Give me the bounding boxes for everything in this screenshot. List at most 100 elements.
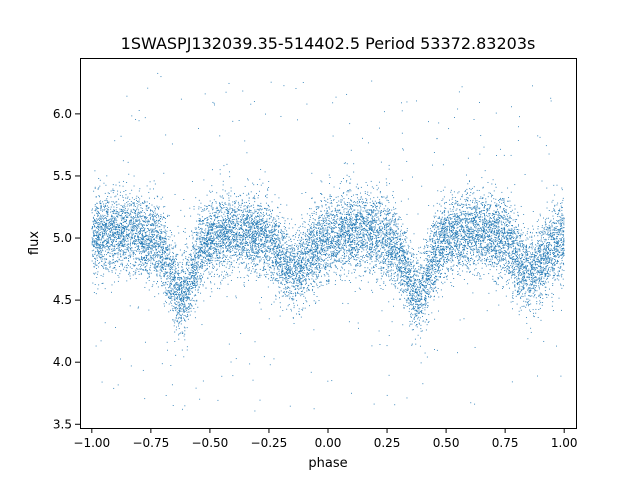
data-point — [341, 204, 343, 206]
data-point — [515, 233, 517, 235]
data-point — [435, 280, 436, 282]
data-point — [102, 223, 103, 225]
data-point — [557, 233, 559, 235]
data-point — [357, 254, 359, 256]
data-point — [416, 263, 417, 265]
data-point — [137, 226, 139, 228]
data-point — [473, 216, 474, 218]
data-point — [444, 247, 446, 249]
data-point — [375, 235, 377, 237]
data-point — [248, 236, 250, 238]
data-point — [355, 246, 357, 248]
data-point — [518, 291, 520, 293]
data-point — [284, 271, 286, 273]
data-point — [210, 223, 212, 225]
data-point — [433, 284, 434, 286]
data-point — [304, 257, 306, 259]
data-point — [314, 271, 316, 273]
data-point — [437, 246, 439, 248]
data-point — [429, 268, 431, 270]
data-point — [112, 240, 114, 241]
data-point — [257, 212, 259, 214]
data-point — [457, 219, 459, 221]
data-point — [150, 229, 152, 231]
data-point — [376, 232, 378, 234]
data-point — [147, 237, 149, 239]
data-point — [561, 236, 563, 238]
data-point — [422, 284, 424, 285]
data-point — [527, 303, 529, 305]
data-point — [94, 241, 96, 243]
data-point — [290, 245, 292, 247]
data-point — [219, 241, 221, 243]
data-point — [485, 226, 487, 228]
data-point — [404, 269, 405, 270]
data-point — [552, 258, 554, 260]
data-point — [244, 218, 246, 220]
data-point — [429, 293, 431, 295]
data-point — [99, 223, 101, 225]
data-point — [490, 264, 492, 266]
data-point — [224, 233, 226, 235]
data-point — [363, 235, 365, 237]
data-point — [123, 218, 125, 220]
data-point — [451, 231, 453, 233]
data-point — [548, 262, 550, 263]
data-point — [454, 117, 455, 118]
data-point — [253, 263, 255, 265]
data-point — [148, 234, 150, 236]
data-point — [156, 245, 157, 247]
data-point — [274, 259, 276, 261]
data-point — [334, 256, 336, 257]
data-point — [118, 266, 120, 267]
data-point — [309, 249, 311, 251]
data-point — [507, 263, 509, 265]
data-point — [214, 244, 215, 246]
data-point — [243, 251, 245, 253]
data-point — [487, 239, 488, 241]
data-point — [127, 247, 129, 249]
data-point — [525, 239, 527, 241]
data-point — [446, 219, 448, 221]
data-point — [458, 254, 460, 256]
data-point — [530, 284, 532, 286]
data-point — [492, 255, 494, 257]
data-point — [227, 216, 229, 218]
data-point — [466, 226, 468, 228]
data-point — [432, 283, 434, 284]
data-point — [500, 228, 502, 229]
data-point — [219, 173, 221, 175]
data-point — [190, 253, 192, 255]
data-point — [431, 241, 433, 243]
data-point — [265, 252, 267, 254]
data-point — [457, 223, 459, 225]
data-point — [209, 246, 211, 248]
data-point — [487, 231, 489, 233]
data-point — [219, 229, 221, 230]
data-point — [109, 256, 111, 257]
data-point — [533, 291, 535, 293]
data-point — [354, 240, 356, 241]
data-point — [311, 267, 313, 269]
data-point — [471, 248, 473, 250]
data-point — [511, 232, 513, 234]
data-point — [377, 223, 379, 225]
data-point — [494, 220, 496, 222]
data-point — [386, 223, 388, 225]
data-point — [262, 250, 264, 252]
data-point — [514, 273, 516, 275]
data-point — [403, 307, 405, 309]
data-point — [256, 234, 258, 236]
data-point — [148, 272, 150, 274]
data-point — [421, 295, 423, 297]
data-point — [300, 287, 302, 289]
data-point — [130, 226, 132, 228]
data-point — [407, 285, 409, 286]
data-point — [223, 265, 225, 267]
data-point — [343, 237, 345, 239]
data-point — [115, 229, 117, 230]
data-point — [476, 244, 477, 246]
data-point — [228, 231, 230, 233]
data-point — [382, 211, 384, 212]
data-point — [204, 249, 206, 251]
